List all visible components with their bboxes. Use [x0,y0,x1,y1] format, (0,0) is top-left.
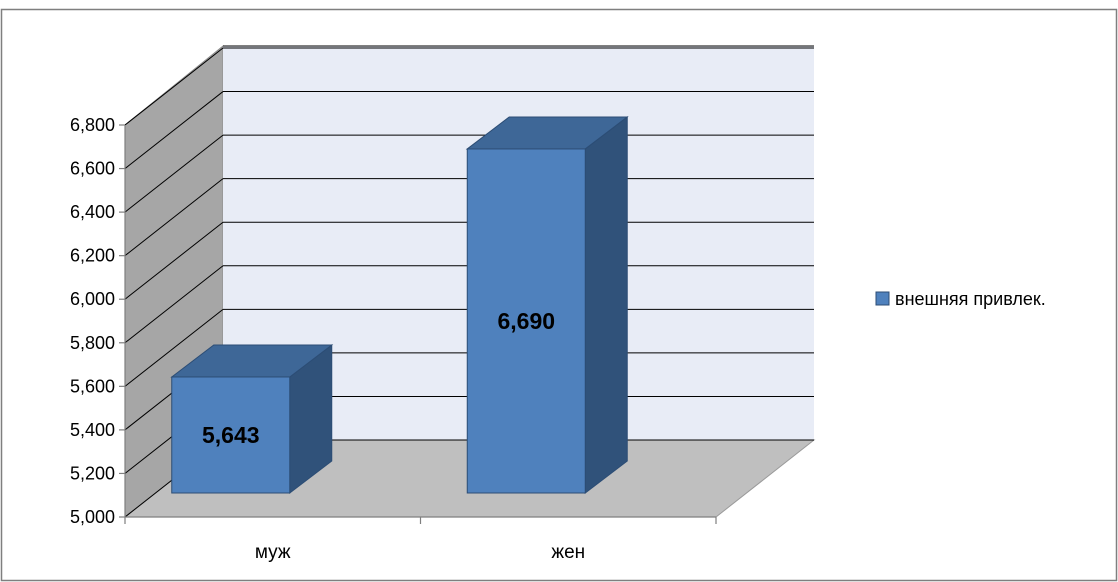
bar-муж: 5,643 [170,343,334,495]
gridline-side [124,265,224,344]
gridline-side [124,91,224,169]
y-tick-labels: 5,000 5,200 5,400 5,600 5,800 6,000 6,200 6,400… [70,115,115,527]
bar-side-face [584,115,628,495]
bars: 5,643 6,690 [170,115,629,495]
y-tick-label: 5,200 [70,463,115,483]
gridline-side [124,47,224,126]
y-tick-label: 6,400 [70,202,115,222]
x-category-label: жен [551,542,585,563]
y-tick-label: 6,200 [70,246,115,266]
y-tick-label: 5,000 [70,507,115,527]
x-category-label: муж [255,542,291,563]
y-tick-label: 6,800 [70,115,115,135]
y-tick-label: 5,800 [70,333,115,353]
legend-swatch [875,291,890,306]
legend-label: внешняя привлек. [895,289,1046,309]
gridline-side [124,221,224,300]
bar-data-label: 5,643 [202,422,260,448]
gridline-side [124,178,224,257]
gridline-side [124,308,224,387]
bar-front-face [466,148,586,494]
y-axis [119,124,126,518]
y-tick-label: 5,600 [70,376,115,396]
bar-data-label: 6,690 [497,308,555,334]
legend: внешняя привлек. [875,289,1046,309]
y-tick-label: 6,000 [70,289,115,309]
x-axis: муж жен [124,516,717,563]
y-tick-label: 5,400 [70,420,115,440]
bar-жен: 6,690 [465,115,629,495]
y-tick-label: 6,600 [70,159,115,179]
gridline-side [124,134,224,213]
bar-front-face [171,376,291,494]
